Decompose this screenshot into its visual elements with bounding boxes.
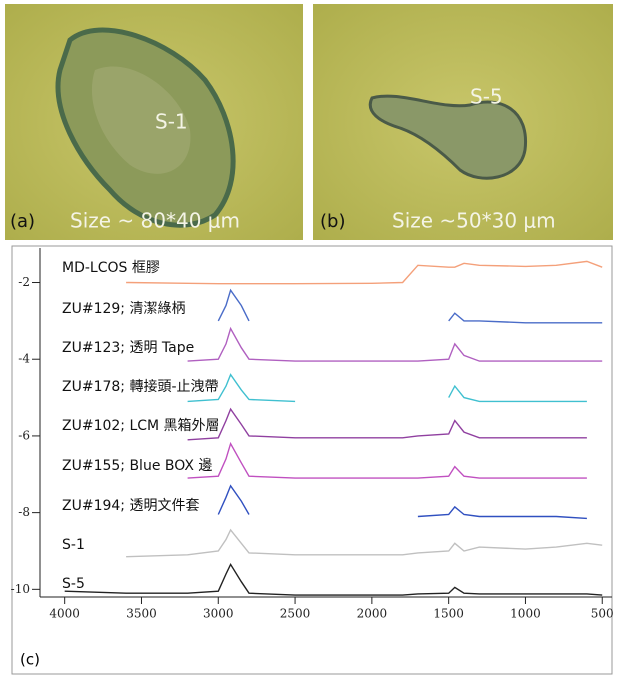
series-label: ZU#155; Blue BOX 邊 [62,458,212,474]
sample-label: S-1 [155,110,188,134]
figure: S-1 (a) Size ~ 80*40 μm S-5 (b) Size ~50… [0,0,619,679]
y-tick-label: -10 [11,582,30,596]
x-tick-label: 3000 [203,607,234,621]
spectrum [218,486,587,519]
x-tick-label: 500 [591,607,614,621]
x-tick-label: 2500 [280,607,311,621]
panel-tag: (b) [320,211,345,232]
series-label: ZU#129; 清潔綠柄 [62,301,185,317]
series-label: ZU#102; LCM 黑箱外層 [62,418,220,434]
series-label: MD-LCOS 框膠 [62,260,160,276]
spectrum [188,329,603,362]
spectrum [188,409,587,440]
size-label: Size ~50*30 μm [392,209,556,233]
panel-tag: (c) [20,651,40,669]
spectrum [188,375,587,402]
x-tick-label: 3500 [126,607,157,621]
y-tick-label: -4 [18,352,30,366]
page: S-1 (a) Size ~ 80*40 μm S-5 (b) Size ~50… [0,0,619,683]
x-tick-label: 1000 [510,607,541,621]
x-tick-label: 2000 [357,607,388,621]
spectrum [126,261,602,283]
series-label: S-5 [62,576,85,592]
size-label: Size ~ 80*40 μm [70,209,240,233]
panel-a: S-1 (a) Size ~ 80*40 μm [5,4,303,240]
sample-label: S-5 [470,85,503,109]
spectrum [188,444,587,479]
y-tick-label: -6 [18,428,30,442]
series-label: S-1 [62,537,85,553]
series-label: ZU#194; 透明文件套 [62,498,199,514]
panel-b: S-5 (b) Size ~50*30 μm [313,4,613,240]
y-tick-label: -8 [18,505,30,519]
series-label: ZU#178; 轉接頭-止洩帶 [62,378,219,395]
x-tick-label: 1500 [433,607,464,621]
spectrum [218,290,602,323]
spectrum [65,564,603,595]
x-tick-label: 4000 [49,607,80,621]
y-tick-label: -2 [18,275,30,289]
panel-tag: (a) [10,211,35,232]
series-label: ZU#123; 透明 Tape [62,340,194,356]
spectrum [126,530,602,557]
